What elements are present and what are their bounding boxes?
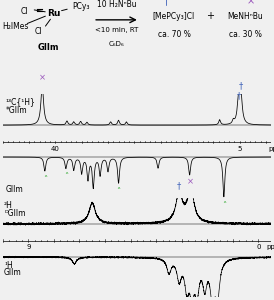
Text: ppm: ppm (269, 146, 274, 152)
Text: ca. 70 %: ca. 70 % (158, 31, 190, 40)
Text: Cl: Cl (35, 27, 42, 36)
Text: ˄: ˄ (64, 172, 68, 181)
Text: ppm: ppm (266, 244, 274, 250)
Text: ˄: ˄ (109, 0, 113, 4)
Text: 40: 40 (51, 146, 60, 152)
Text: GIIm: GIIm (4, 268, 22, 278)
Text: ᴰGIIm: ᴰGIIm (4, 209, 25, 218)
Text: †: † (239, 82, 243, 91)
Text: †: † (236, 92, 241, 100)
Text: ˄: ˄ (222, 201, 226, 210)
Text: C₆D₆: C₆D₆ (109, 41, 124, 47)
Text: 5: 5 (238, 146, 242, 152)
Text: PCy₃: PCy₃ (72, 2, 90, 11)
Text: ×: × (247, 0, 255, 6)
Text: <10 min, RT: <10 min, RT (95, 27, 138, 33)
Text: ¹H: ¹H (4, 261, 13, 270)
Text: ²H: ²H (4, 201, 13, 210)
Text: 9: 9 (26, 244, 31, 250)
Text: 10 H₂NⁿBu: 10 H₂NⁿBu (97, 0, 136, 9)
Text: †: † (177, 182, 181, 190)
Text: ¹³C{¹H}: ¹³C{¹H} (5, 97, 35, 106)
Text: *GIIm: *GIIm (5, 106, 27, 116)
Text: Cl: Cl (21, 7, 28, 16)
Text: [MePCy₃]Cl: [MePCy₃]Cl (153, 12, 195, 21)
Text: MeNHⁿBu: MeNHⁿBu (227, 12, 263, 21)
Text: Ru: Ru (47, 9, 60, 18)
Text: +: + (206, 11, 214, 21)
Text: 0: 0 (256, 244, 261, 250)
Text: ˄: ˄ (116, 187, 121, 196)
Text: H₂IMes: H₂IMes (2, 22, 28, 31)
Text: GIIm: GIIm (37, 43, 59, 52)
Text: ×: × (39, 74, 46, 82)
Text: ×: × (187, 178, 194, 187)
Text: †: † (163, 0, 168, 6)
Text: GIIm: GIIm (5, 185, 23, 194)
Text: ˄: ˄ (43, 175, 47, 184)
Text: ca. 30 %: ca. 30 % (229, 31, 262, 40)
